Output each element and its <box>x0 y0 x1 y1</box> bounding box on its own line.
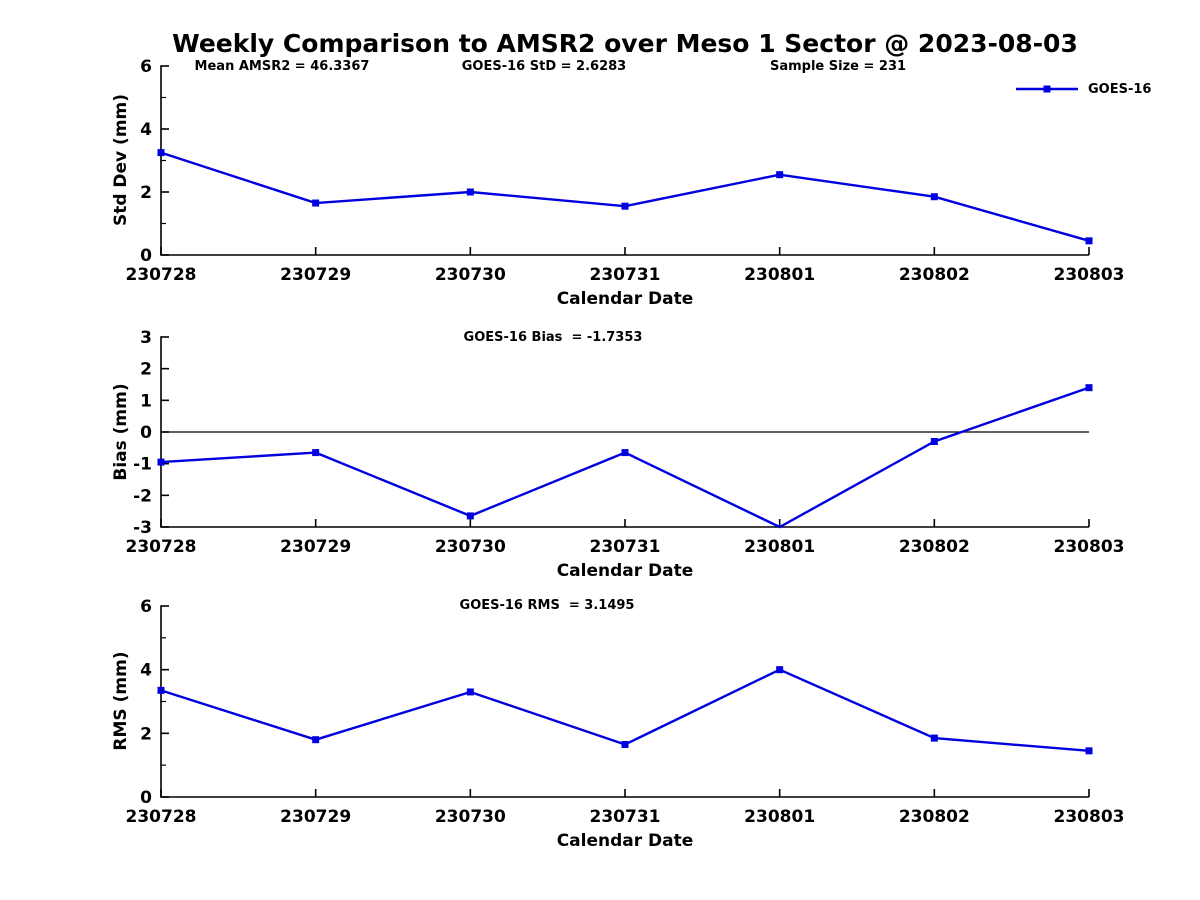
series-line <box>160 386 1090 529</box>
data-point-marker <box>466 188 474 196</box>
data-point-marker <box>621 449 629 457</box>
x-tick-label: 230729 <box>280 265 351 285</box>
data-point-marker <box>466 688 474 696</box>
data-point-marker <box>930 438 938 445</box>
data-point-marker <box>1085 384 1093 392</box>
annotation-sample-size: Sample Size = 231 <box>769 59 907 74</box>
xlabel-rms: Calendar Date <box>556 831 694 851</box>
x-tick-label: 230801 <box>744 265 815 285</box>
data-point-marker <box>776 666 784 674</box>
series-line <box>160 668 1090 753</box>
y-tick-label: 0 <box>140 423 152 443</box>
x-tick-label: 230728 <box>126 807 197 827</box>
y-tick-label: -2 <box>133 486 152 506</box>
data-point-marker <box>930 734 938 742</box>
data-point-marker <box>157 149 165 157</box>
xlabel-std-dev: Calendar Date <box>556 289 694 309</box>
data-point-marker <box>466 512 474 520</box>
x-tick-label: 230802 <box>899 265 970 285</box>
legend: GOES-16 <box>1014 79 1151 99</box>
x-tick-label: 230802 <box>899 807 970 827</box>
x-tick-label: 230731 <box>590 265 661 285</box>
data-point-marker <box>312 736 320 744</box>
x-tick-label: 230802 <box>899 537 970 557</box>
annotation-goes16-std: GOES-16 StD = 2.6283 <box>461 59 627 74</box>
data-point-marker <box>1085 237 1093 245</box>
x-tick-label: 230728 <box>126 265 197 285</box>
y-tick-label: 4 <box>140 661 152 681</box>
data-point-marker <box>930 193 938 201</box>
y-tick-label: 2 <box>140 360 152 380</box>
x-tick-label: 230731 <box>590 807 661 827</box>
y-tick-label: -1 <box>133 455 152 475</box>
annotation-goes16-bias: GOES-16 Bias = -1.7353 <box>463 330 643 345</box>
y-tick-label: 1 <box>140 391 152 411</box>
x-tick-label: 230728 <box>126 537 197 557</box>
data-point-marker <box>157 686 165 694</box>
annotation-mean-amsr2: Mean AMSR2 = 46.3367 <box>194 59 370 74</box>
y-tick-label: 2 <box>140 183 152 203</box>
data-point-marker <box>1085 747 1093 755</box>
series-line <box>160 151 1090 242</box>
data-point-marker <box>312 449 320 457</box>
y-tick-label: 6 <box>140 597 152 617</box>
ylabel-std-dev: Std Dev (mm) <box>111 93 131 227</box>
y-tick-label: 3 <box>140 328 152 348</box>
x-tick-label: 230729 <box>280 807 351 827</box>
legend-line-sample-icon <box>1016 85 1078 93</box>
y-tick-label: 0 <box>140 788 152 808</box>
axis-line <box>160 605 1089 798</box>
y-tick-label: 0 <box>140 246 152 266</box>
data-point-marker <box>621 740 629 748</box>
legend-label: GOES-16 <box>1088 81 1152 97</box>
ylabel-rms: RMS (mm) <box>111 651 131 751</box>
xlabel-bias: Calendar Date <box>556 561 694 581</box>
x-tick-label: 230730 <box>435 807 506 827</box>
x-tick-label: 230730 <box>435 265 506 285</box>
y-tick-label: 6 <box>140 57 152 77</box>
x-tick-label: 230803 <box>1054 265 1125 285</box>
y-tick-label: 4 <box>140 120 152 140</box>
y-tick-label: 2 <box>140 724 152 744</box>
data-point-marker <box>776 171 784 179</box>
x-tick-label: 230803 <box>1054 807 1125 827</box>
x-tick-label: 230801 <box>744 807 815 827</box>
data-point-marker <box>621 202 629 210</box>
axis-line <box>160 65 1089 256</box>
y-tick-label: -3 <box>133 518 152 538</box>
data-point-marker <box>312 199 320 207</box>
x-tick-label: 230729 <box>280 537 351 557</box>
figure-title: Weekly Comparison to AMSR2 over Meso 1 S… <box>172 29 1078 58</box>
x-tick-label: 230801 <box>744 537 815 557</box>
annotation-goes16-rms: GOES-16 RMS = 3.1495 <box>459 598 635 613</box>
x-tick-label: 230731 <box>590 537 661 557</box>
data-point-marker <box>157 458 165 466</box>
x-tick-label: 230730 <box>435 537 506 557</box>
ylabel-bias: Bias (mm) <box>111 383 131 481</box>
x-tick-label: 230803 <box>1054 537 1125 557</box>
